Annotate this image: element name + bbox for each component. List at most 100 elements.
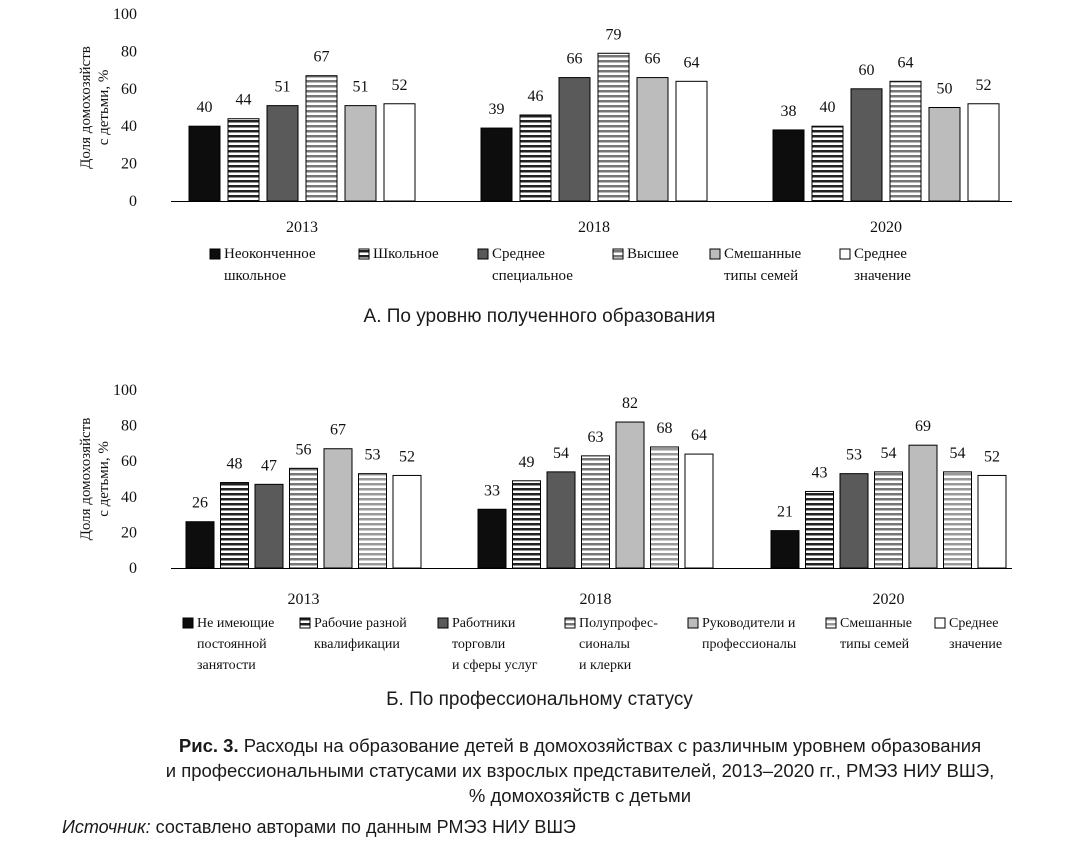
panel-a-data-label-2018-среднее-значение: 64 xyxy=(684,54,700,71)
panel-b-bar-2018-не-имеющие-постоянной-занятости xyxy=(477,508,507,569)
panel-b-legend-label-среднее-значение-line-2: значение xyxy=(949,637,1002,652)
panel-b-data-label-2018-работники-торговли-и-сферы-услуг: 54 xyxy=(553,445,569,462)
panel-b-data-label-2013-работники-торговли-и-сферы-услуг: 47 xyxy=(261,457,277,474)
panel-a-data-label-2018-смешанные-типы-семей: 66 xyxy=(645,51,661,68)
panel-a-bar-2013-среднее-специальное xyxy=(266,105,299,202)
panel-b-bar-2020-смешанные-типы-семей xyxy=(943,471,972,569)
panel-b-data-label-2018-рабочие-разной-квалификации: 49 xyxy=(519,454,535,471)
panel-b-bar-2020-не-имеющие-постоянной-занятости xyxy=(770,530,800,569)
panel-b-data-label-2018-не-имеющие-постоянной-занятости: 33 xyxy=(484,482,500,499)
panel-b-legend-label-руководители-и-профессионалы-line-1: Руководители и xyxy=(702,616,796,631)
figure-caption-line-1: Расходы на образование детей в домохозяй… xyxy=(243,735,982,756)
panel-b-y-tick-label: 40 xyxy=(121,489,137,506)
panel-b-data-label-2020-полупрофессионалы-и-клерки: 54 xyxy=(881,445,897,462)
panel-b-legend-label-работники-торговли-и-сферы-услуг-line-2: торговли xyxy=(452,637,506,652)
panel-b-legend-label-не-имеющие-постоянной-занятости-line-1: Не имеющие xyxy=(197,616,274,631)
panel-a-legend-label-школьное-line-1: Школьное xyxy=(373,246,439,262)
panel-a-bar-2020-среднее-значение xyxy=(967,103,1000,202)
panel-b-data-label-2013-среднее-значение: 52 xyxy=(399,448,415,465)
panel-b-category-label-2013: 2013 xyxy=(288,591,320,608)
panel-b-bar-2020-среднее-значение xyxy=(977,474,1007,569)
panel-a-data-label-2013-высшее: 67 xyxy=(314,49,330,66)
panel-a-data-label-2013-неоконченное-школьное: 40 xyxy=(197,99,213,116)
panel-b-legend-swatch-руководители-и-профессионалы xyxy=(687,617,699,629)
panel-b-bar-2013-рабочие-разной-квалификации xyxy=(220,482,249,569)
source-note: Источник: составлено авторами по данным … xyxy=(62,817,576,838)
panel-a-bar-2013-среднее-значение xyxy=(383,103,416,202)
panel-a-legend-label-неоконченное-школьное-line-1: Неоконченное xyxy=(224,246,316,262)
panel-a-legend-swatch-школьное xyxy=(358,248,370,260)
panel-b-bar-2018-руководители-и-профессионалы xyxy=(615,421,645,569)
panel-a-bar-2018-среднее-значение xyxy=(675,80,708,202)
panel-a-bar-2018-высшее xyxy=(597,52,630,202)
panel-a-y-tick-label: 0 xyxy=(129,193,137,210)
panel-b-category-label-2020: 2020 xyxy=(873,591,905,608)
panel-a-subtitle: А. По уровню полученного образования xyxy=(363,306,716,327)
panel-a-legend-label-смешанные-типы-семей-line-2: типы семей xyxy=(724,268,798,284)
panel-b-subtitle: Б. По профессиональному статусу xyxy=(386,689,693,710)
panel-a-bar-2018-неоконченное-школьное xyxy=(480,127,513,202)
panel-b-legend-label-смешанные-типы-семей-line-2: типы семей xyxy=(840,637,910,652)
panel-b-y-axis-label-line-1: Доля домохозяйств xyxy=(78,418,94,541)
panel-b-bar-2020-рабочие-разной-квалификации xyxy=(805,490,834,569)
panel-a-bar-2020-неоконченное-школьное xyxy=(772,129,805,202)
panel-b-data-label-2018-руководители-и-профессионалы: 82 xyxy=(622,395,638,412)
panel-b-bar-2020-полупрофессионалы-и-клерки xyxy=(874,471,903,569)
panel-a-bar-2020-среднее-специальное xyxy=(850,88,883,202)
panel-b-data-label-2013-рабочие-разной-квалификации: 48 xyxy=(227,456,243,473)
panel-b-legend-swatch-работники-торговли-и-сферы-услуг xyxy=(437,617,449,629)
panel-a-data-label-2013-школьное: 44 xyxy=(236,92,252,109)
panel-b-data-label-2020-работники-торговли-и-сферы-услуг: 53 xyxy=(846,447,862,464)
panel-b-data-label-2020-рабочие-разной-квалификации: 43 xyxy=(812,464,828,481)
panel-a-data-label-2018-среднее-специальное: 66 xyxy=(567,51,583,68)
panel-a-data-label-2020-среднее-значение: 52 xyxy=(976,77,992,94)
panel-a-legend-label-неоконченное-школьное-line-2: школьное xyxy=(224,268,286,284)
panel-b-bar-2018-рабочие-разной-квалификации xyxy=(512,480,541,569)
panel-a-category-label-2018: 2018 xyxy=(578,219,610,236)
panel-b-legend-label-среднее-значение-line-1: Среднее xyxy=(949,616,998,631)
panel-a-y-axis-label-line-2: с детьми, % xyxy=(96,70,112,146)
panel-b-legend-label-работники-торговли-и-сферы-услуг-line-1: Работники xyxy=(452,616,516,631)
panel-b-bar-2013-руководители-и-профессионалы xyxy=(323,448,353,569)
panel-a-data-label-2020-среднее-специальное: 60 xyxy=(859,62,875,79)
panel-b-y-axis-label-line-2: с детьми, % xyxy=(96,441,112,517)
panel-a-data-label-2013-смешанные-типы-семей: 51 xyxy=(353,79,369,96)
panel-a-legend-swatch-высшее xyxy=(612,248,624,260)
panel-b-bar-2018-полупрофессионалы-и-клерки xyxy=(581,455,610,569)
panel-a-bar-2020-школьное xyxy=(811,125,844,202)
panel-b-bar-2013-не-имеющие-постоянной-занятости xyxy=(185,521,215,569)
panel-b-category-label-2018: 2018 xyxy=(580,591,612,608)
panel-a-bar-2013-высшее xyxy=(305,75,338,202)
panel-b-bar-2018-работники-торговли-и-сферы-услуг xyxy=(546,471,576,569)
panel-a-data-label-2013-среднее-значение: 52 xyxy=(392,77,408,94)
panel-a-bar-2018-среднее-специальное xyxy=(558,77,591,202)
panel-b-bar-2020-руководители-и-профессионалы xyxy=(908,444,938,569)
panel-a-legend-label-смешанные-типы-семей-line-1: Смешанные xyxy=(724,246,801,262)
panel-a-y-tick-label: 80 xyxy=(121,43,137,60)
panel-a-legend-label-среднее-специальное-line-2: специальное xyxy=(492,268,573,284)
figure-caption-line-3: % домохозяйств с детьми xyxy=(468,785,692,806)
panel-b-legend-label-смешанные-типы-семей-line-1: Смешанные xyxy=(840,616,912,631)
panel-b-bar-2020-работники-торговли-и-сферы-услуг xyxy=(839,473,869,569)
panel-b-data-label-2020-руководители-и-профессионалы: 69 xyxy=(915,418,931,435)
panel-a-data-label-2018-школьное: 46 xyxy=(528,88,544,105)
panel-a-bar-2018-школьное xyxy=(519,114,552,202)
panel-a-data-label-2020-неоконченное-школьное: 38 xyxy=(781,103,797,120)
source-label: Источник: xyxy=(62,817,151,837)
panel-a-data-label-2018-неоконченное-школьное: 39 xyxy=(489,101,505,118)
panel-b-legend-swatch-рабочие-разной-квалификации xyxy=(299,617,311,629)
panel-b-data-label-2018-полупрофессионалы-и-клерки: 63 xyxy=(588,429,604,446)
panel-a-y-tick-label: 40 xyxy=(121,118,137,135)
panel-b-y-tick-label: 100 xyxy=(113,382,137,399)
panel-a-legend-swatch-среднее-значение xyxy=(839,248,851,260)
panel-b-legend-swatch-полупрофессионалы-и-клерки xyxy=(564,617,576,629)
panel-a-bar-2020-высшее xyxy=(889,80,922,202)
panel-a-data-label-2020-школьное: 40 xyxy=(820,99,836,116)
panel-b-legend-label-руководители-и-профессионалы-line-2: профессионалы xyxy=(702,637,797,652)
panel-b-bar-2018-среднее-значение xyxy=(684,453,714,569)
panel-b-legend-swatch-среднее-значение xyxy=(934,617,946,629)
figure-caption-label: Рис. 3. xyxy=(178,735,239,756)
chart-panel-b: Доля домохозяйств с детьми, % 0 20 40 60 80 100… xyxy=(78,382,1012,673)
panel-b-legend-label-работники-торговли-и-сферы-услуг-line-3: и сферы услуг xyxy=(452,658,538,673)
